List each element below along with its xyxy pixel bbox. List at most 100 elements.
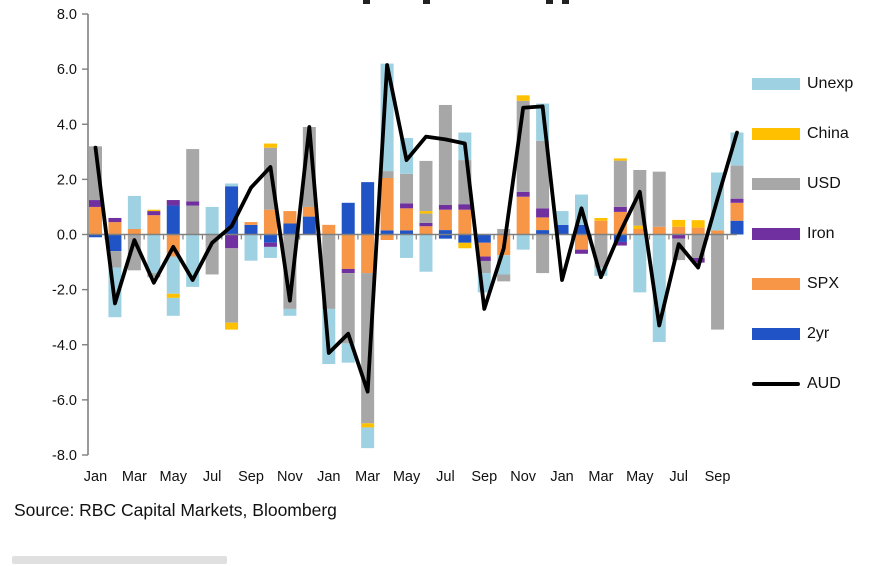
bar-segment-spx xyxy=(438,209,452,231)
bar-segment-china xyxy=(458,242,472,249)
bar-segment-spx xyxy=(400,208,414,231)
bar-segment-china xyxy=(361,423,375,428)
y-axis-tick-label: 8.0 xyxy=(57,7,77,23)
bar-segment-china xyxy=(147,209,161,212)
y-axis-tick-label: -8.0 xyxy=(52,448,77,464)
x-axis-tick-label: Jul xyxy=(203,469,222,485)
bar-segment-spx xyxy=(516,196,530,235)
bar-segment-unexp xyxy=(147,234,161,274)
bar-segment-iron xyxy=(419,222,433,227)
legend-swatch-aud xyxy=(752,382,800,386)
bar-segment-spx xyxy=(361,234,375,274)
bar-segment-spx xyxy=(283,211,297,224)
bar-segment-usd xyxy=(536,234,550,274)
x-axis-tick-label: Sep xyxy=(238,469,264,485)
bar-segment-spx xyxy=(380,234,394,241)
bar-segment-china xyxy=(672,219,686,227)
x-axis-tick-label: Mar xyxy=(122,469,147,485)
bar-segment-china xyxy=(263,143,277,148)
legend-label: AUD xyxy=(807,375,841,392)
bar-segment-2yr xyxy=(341,202,355,235)
bar-segment-spx xyxy=(652,226,666,235)
legend-item-spx: SPX xyxy=(752,276,839,292)
bar-segment-spx xyxy=(574,234,588,250)
cropped-title-fragment xyxy=(363,0,370,4)
bar-segment-usd xyxy=(322,234,336,309)
bar-segment-2yr xyxy=(400,230,414,235)
bar-segment-unexp xyxy=(361,427,375,449)
x-axis-tick-label: Nov xyxy=(277,469,304,485)
x-axis-tick-label: Jan xyxy=(550,469,573,485)
bar-segment-usd xyxy=(497,274,511,282)
x-axis-tick-label: May xyxy=(626,469,654,485)
bar-segment-unexp xyxy=(516,234,530,250)
bar-segment-unexp xyxy=(127,195,141,229)
bar-segment-spx xyxy=(691,227,705,235)
legend-label: Iron xyxy=(807,225,835,242)
bar-segment-iron xyxy=(89,200,102,207)
bar-segment-spx xyxy=(341,234,355,269)
bar-segment-usd xyxy=(225,248,239,323)
x-axis-tick-label: Jul xyxy=(436,469,455,485)
bar-segment-spx xyxy=(730,202,744,221)
legend-label: 2yr xyxy=(807,325,830,342)
bar-segment-usd xyxy=(711,234,725,330)
bar-segment-2yr xyxy=(166,205,180,235)
legend-swatch-iron xyxy=(752,228,800,240)
bar-segment-iron xyxy=(613,241,627,246)
bar-segment-iron xyxy=(458,204,472,210)
bar-segment-usd xyxy=(536,140,550,209)
y-axis-tick-label: -4.0 xyxy=(52,338,77,354)
bar-segment-china xyxy=(691,220,705,228)
bar-segment-usd xyxy=(400,173,414,204)
legend-item-unexp: Unexp xyxy=(752,76,853,92)
bar-segment-unexp xyxy=(244,234,258,261)
legend-item-2yr: 2yr xyxy=(752,326,829,342)
cropped-title-fragment xyxy=(423,0,430,4)
bar-segment-usd xyxy=(380,171,394,178)
aud-line xyxy=(93,63,739,394)
bar-segment-2yr xyxy=(302,216,316,235)
source-note: Source: RBC Capital Markets, Bloomberg xyxy=(14,500,337,520)
bar-segment-iron xyxy=(574,249,588,254)
x-axis-tick-label: Jan xyxy=(84,469,107,485)
bar-segment-spx xyxy=(89,206,102,235)
bar-segment-unexp xyxy=(283,308,297,316)
bar-segment-usd xyxy=(730,165,744,199)
bar-segment-spx xyxy=(127,228,141,235)
bar-segment-spx xyxy=(147,215,161,235)
bar-segment-usd xyxy=(497,228,511,235)
bar-segment-unexp xyxy=(633,234,647,293)
bar-segment-2yr xyxy=(730,220,744,235)
bar-segment-spx xyxy=(536,217,550,231)
bar-segment-china xyxy=(419,211,433,214)
bar-segment-2yr xyxy=(438,230,452,235)
bar-segment-iron xyxy=(263,242,277,247)
bar-segment-spx xyxy=(477,242,491,257)
cropped-title-fragment xyxy=(562,0,569,4)
bar-segment-2yr xyxy=(458,234,472,243)
bar-segment-iron xyxy=(691,257,705,263)
bar-segment-unexp xyxy=(263,246,277,258)
legend-swatch-spx xyxy=(752,278,800,290)
cropped-title-fragment xyxy=(546,0,553,4)
bar-segment-2yr xyxy=(244,224,258,235)
bar-segment-unexp xyxy=(555,211,569,225)
bar-segment-2yr xyxy=(361,182,375,235)
x-axis-tick-label: May xyxy=(160,469,188,485)
bar-segment-iron xyxy=(477,256,491,261)
x-axis-tick-label: Sep xyxy=(471,469,497,485)
legend-label: Unexp xyxy=(807,75,854,92)
bar-segment-2yr xyxy=(613,234,627,242)
bar-segment-2yr xyxy=(263,234,277,243)
bar-segment-unexp xyxy=(419,234,433,272)
bar-segment-iron xyxy=(730,198,744,203)
bar-segment-usd xyxy=(652,171,666,227)
y-axis-tick-label: 2.0 xyxy=(57,172,77,188)
bar-segment-unexp xyxy=(400,234,414,258)
x-axis-tick-label: Nov xyxy=(510,469,537,485)
y-axis-tick-label: 0.0 xyxy=(57,228,77,244)
bar-segment-spx xyxy=(458,209,472,235)
